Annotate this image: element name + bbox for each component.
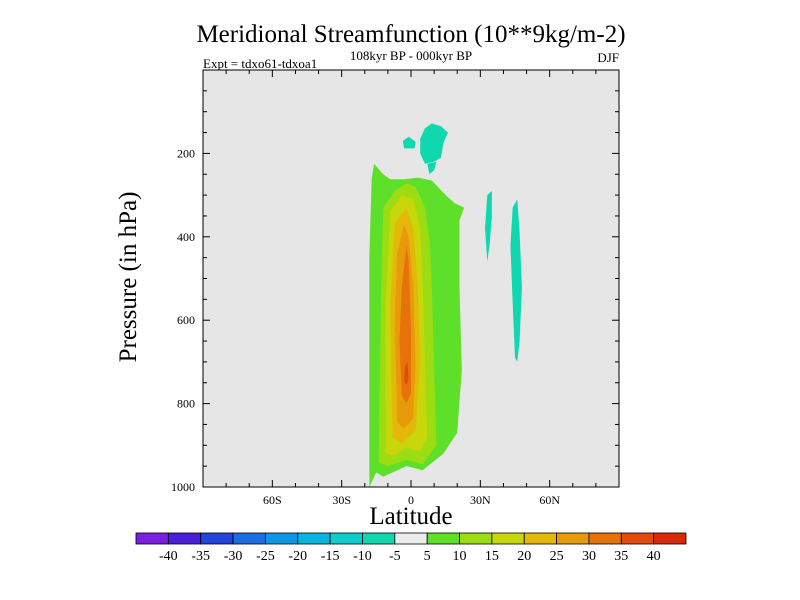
x-axis-label: Latitude [369, 503, 452, 530]
y-tick-label: 600 [177, 313, 195, 327]
colorbar-swatch [459, 532, 493, 545]
y-axis-label: Pressure (in hPa) [115, 192, 142, 363]
y-tick-label: 800 [177, 397, 195, 411]
colorbar-label: -5 [389, 549, 401, 564]
colorbar-label: 15 [485, 549, 499, 564]
colorbar-label: 25 [550, 549, 564, 564]
contour-midlat-streak [485, 190, 492, 262]
x-tick-label: 60N [539, 493, 560, 507]
colorbar-swatch [167, 532, 202, 545]
contour-upper-negative-blob [402, 136, 416, 149]
colorbar-swatch [362, 532, 396, 545]
colorbar-label: 30 [582, 549, 596, 564]
season-label: DJF [597, 50, 619, 65]
colorbar-label: -15 [321, 549, 340, 564]
colorbar-swatch [232, 532, 266, 545]
chart-title: Meridional Streamfunction (10**9kg/m-2) [196, 21, 625, 48]
colorbar-label: 40 [647, 549, 661, 564]
axes: 60S 30S 0 30N 60N 200 400 600 800 1000 [171, 69, 620, 507]
x-tick-label: 30N [470, 493, 491, 507]
colorbar-swatch [200, 532, 234, 545]
x-tick-label: 60S [263, 493, 282, 507]
chart-subtitle: 108kyr BP - 000kyr BP [350, 48, 472, 63]
colorbar-label: -40 [159, 549, 178, 564]
contour-core-35-40 [404, 361, 409, 385]
colorbar-swatch [588, 532, 622, 545]
x-tick-label: 30S [332, 493, 351, 507]
y-tick-label: 1000 [171, 480, 195, 494]
colorbar-label: -25 [256, 549, 275, 564]
colorbar-label: -35 [191, 549, 210, 564]
colorbar-label: -10 [353, 549, 372, 564]
contour-upper-negative-cell [420, 123, 448, 164]
contour-band-30-35 [399, 245, 411, 404]
contour-upper-negative-tail [427, 161, 437, 175]
colorbar-swatch [556, 532, 590, 545]
x-tick-label: 0 [408, 493, 414, 507]
colorbar-swatch [135, 532, 169, 545]
contour-highlat-streak [510, 199, 522, 362]
colorbar: -40 -35 -30 -25 -20 -15 -10 -5 5 10 15 20 25 30 35 40 [135, 532, 687, 564]
colorbar-label: 20 [517, 549, 531, 564]
colorbar-label: 5 [424, 549, 431, 564]
colorbar-swatch [265, 532, 299, 545]
colorbar-label: -30 [224, 549, 243, 564]
colorbar-swatch [491, 532, 525, 545]
colorbar-label: 10 [453, 549, 467, 564]
colorbar-swatch [426, 532, 460, 545]
y-tick-label: 400 [177, 230, 195, 244]
colorbar-swatch [620, 532, 655, 545]
colorbar-swatch [297, 532, 331, 545]
colorbar-label: -20 [288, 549, 307, 564]
colorbar-swatch [329, 532, 363, 545]
plot-area [203, 70, 619, 488]
colorbar-swatch [653, 532, 687, 545]
colorbar-label: 35 [614, 549, 628, 564]
colorbar-swatch [523, 532, 557, 545]
y-tick-label: 200 [177, 146, 195, 160]
colorbar-swatch [394, 532, 428, 545]
experiment-label: Expt = tdxo61-tdxoa1 [203, 56, 317, 71]
